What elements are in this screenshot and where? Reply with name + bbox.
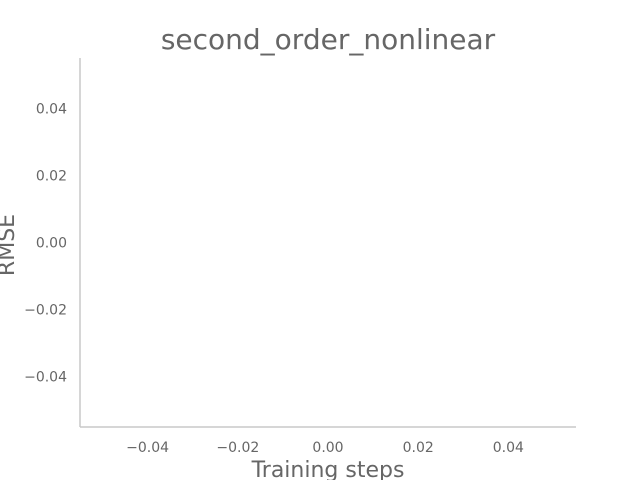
plot-area <box>79 58 576 428</box>
x-tick-label: 0.00 <box>312 440 343 456</box>
x-tick-labels: −0.04 −0.02 0.00 0.02 0.04 <box>126 440 524 456</box>
y-tick-label: 0.00 <box>36 236 67 252</box>
y-axis-label: RMSE <box>0 214 20 276</box>
y-tick-label: −0.04 <box>24 370 67 386</box>
x-axis-label: Training steps <box>251 458 405 480</box>
x-tick-label: −0.04 <box>126 440 169 456</box>
y-tick-label: 0.02 <box>36 168 67 184</box>
x-tick-label: 0.02 <box>403 440 434 456</box>
x-tick-label: 0.04 <box>493 440 524 456</box>
y-tick-labels: 0.04 0.02 0.00 −0.02 −0.04 <box>24 101 67 385</box>
y-tick-label: 0.04 <box>36 101 67 117</box>
chart-title: second_order_nonlinear <box>161 23 496 56</box>
y-tick-label: −0.02 <box>24 303 67 319</box>
x-tick-label: −0.02 <box>216 440 259 456</box>
